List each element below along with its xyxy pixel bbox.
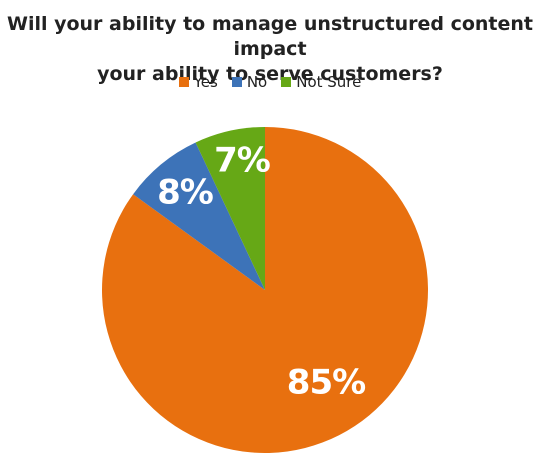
- chart-title-line-1: Will your ability to manage unstructured…: [6, 13, 534, 60]
- pie-slice-not-sure: [195, 127, 265, 290]
- slice-label-yes: 85%: [287, 363, 365, 403]
- slice-label-not-sure: 7%: [214, 141, 270, 181]
- legend-swatch-not-sure: [281, 77, 292, 87]
- legend-label-not-sure: Not Sure: [296, 73, 362, 91]
- legend-label-no: No: [246, 73, 268, 91]
- legend: Yes No Not Sure: [0, 73, 540, 91]
- legend-swatch-no: [231, 77, 242, 87]
- legend-label-yes: Yes: [193, 73, 218, 91]
- pie-slice-yes: [101, 127, 428, 453]
- pie-slice-no: [133, 142, 265, 290]
- slice-label-no: 8%: [157, 173, 213, 213]
- legend-item-yes: Yes: [178, 73, 218, 91]
- legend-item-no: No: [231, 73, 268, 91]
- legend-item-not-sure: Not Sure: [281, 73, 361, 91]
- legend-swatch-yes: [178, 77, 189, 87]
